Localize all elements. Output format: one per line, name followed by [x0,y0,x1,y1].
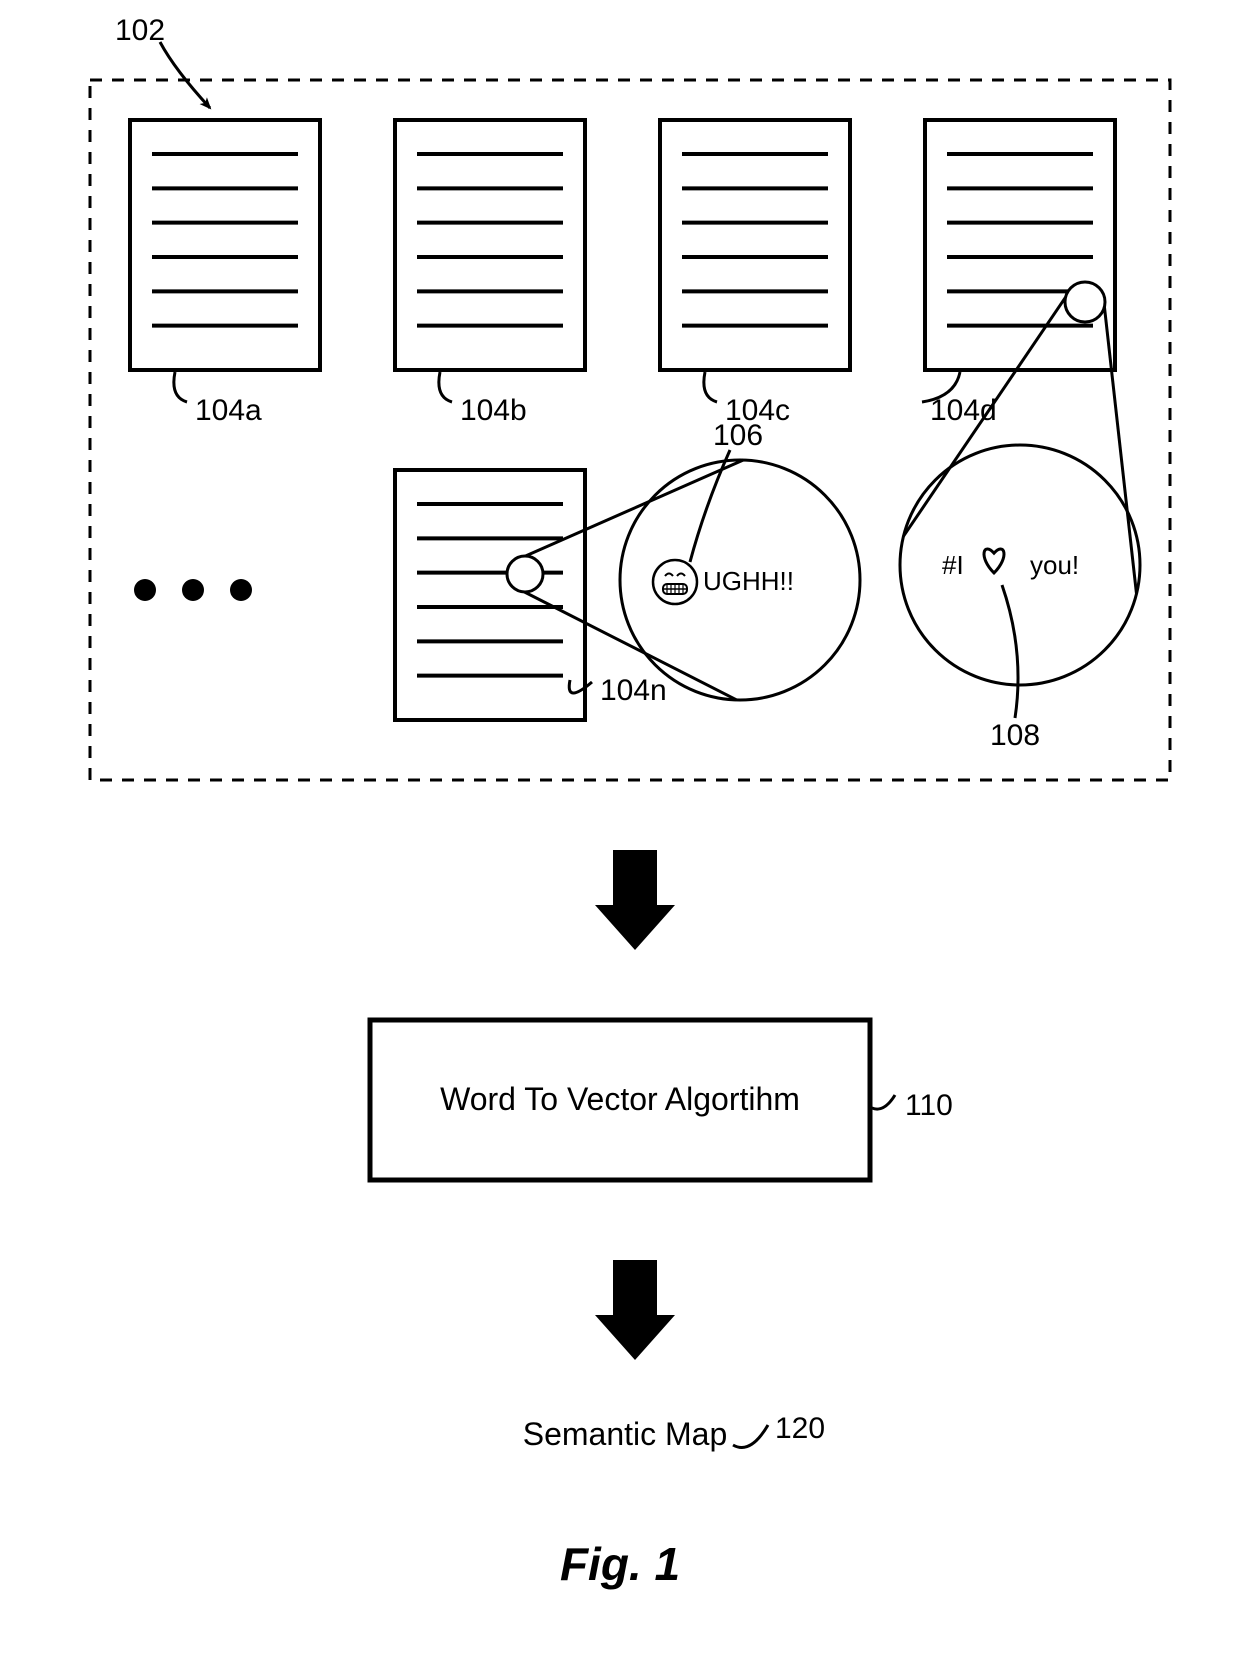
ref-102-leader [160,42,210,108]
ref-120-leader [733,1425,768,1448]
callout-iloveyou: #I you! 108 [900,282,1140,752]
ref-104n-leader [569,680,592,693]
ref-104a-leader [174,372,187,402]
ellipsis-dot [182,579,204,601]
semantic-map-label: Semantic Map [523,1416,728,1452]
flow-arrow-2 [595,1260,675,1360]
ref-104n: 104n [600,674,667,707]
ref-102: 102 [115,14,165,47]
algorithm-box-label: Word To Vector Algortihm [440,1081,800,1117]
callout-ughh-text: UGHH!! [703,566,794,596]
ellipsis-dot [230,579,252,601]
document-104d: 104d [922,120,1115,427]
ref-104a: 104a [195,394,262,427]
grimace-emoji-icon [653,560,697,604]
document-104c: 104c [660,120,850,427]
flow-arrow-1 [595,850,675,950]
document-104b: 104b [395,120,585,427]
ref-104c-leader [704,372,717,402]
callout-love-text-after: you! [1030,550,1079,580]
callout-love-text-before: #I [942,550,964,580]
ref-104b-leader [439,372,452,402]
ref-106: 106 [713,419,763,452]
ref-110: 110 [905,1089,953,1122]
ref-104b: 104b [460,394,527,427]
figure-title: Fig. 1 [560,1538,680,1590]
ref-120: 120 [775,1412,825,1445]
ref-110-leader [872,1095,895,1109]
ref-108: 108 [990,719,1040,752]
callout-ughh: UGHH!! 106 [507,419,860,700]
document-104a: 104a [130,120,320,427]
ellipsis-dot [134,579,156,601]
ref-104d: 104d [930,394,997,427]
